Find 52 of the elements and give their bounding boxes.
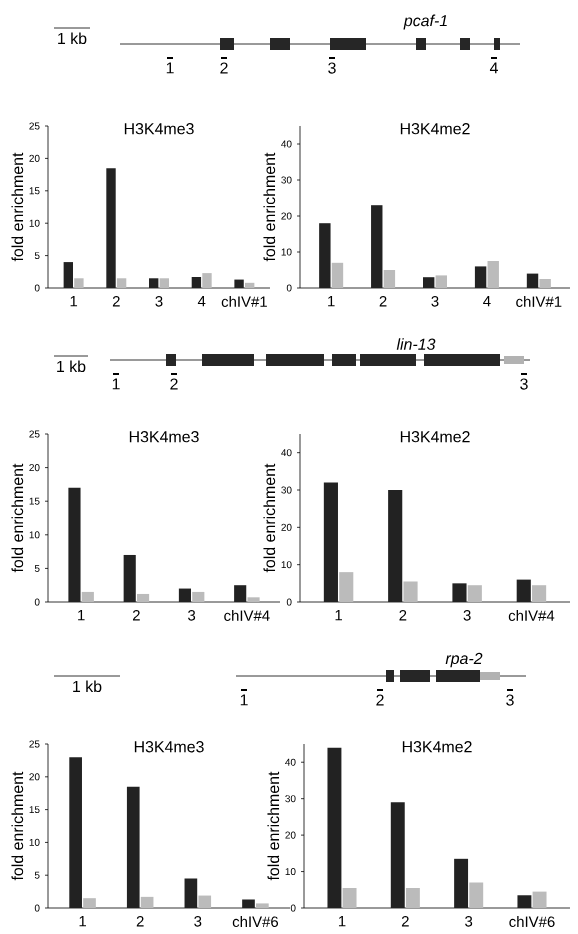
bar xyxy=(192,591,205,603)
bar xyxy=(532,585,547,603)
bar xyxy=(136,593,150,603)
bar xyxy=(63,262,74,288)
bar xyxy=(106,168,116,288)
bar xyxy=(405,887,420,909)
bar xyxy=(140,896,154,909)
bar xyxy=(68,487,81,603)
bar xyxy=(69,757,82,909)
bar xyxy=(526,273,539,288)
bar xyxy=(319,223,331,288)
bar xyxy=(244,282,255,288)
bar xyxy=(198,895,212,909)
bar xyxy=(342,887,357,909)
bar xyxy=(469,882,484,909)
bar xyxy=(247,597,260,603)
bar xyxy=(81,591,94,603)
bar xyxy=(234,279,244,288)
bar xyxy=(435,275,448,288)
bar xyxy=(126,786,140,909)
bar xyxy=(83,898,96,909)
bar xyxy=(202,273,212,288)
bar xyxy=(371,205,383,288)
bar xyxy=(388,490,403,603)
bar xyxy=(517,895,532,909)
bar xyxy=(256,903,269,909)
bar xyxy=(339,572,354,603)
bar xyxy=(327,747,342,909)
bar xyxy=(452,583,467,603)
bar xyxy=(178,588,192,603)
bar xyxy=(184,878,198,909)
bar xyxy=(149,278,159,288)
bar xyxy=(123,554,136,603)
bar xyxy=(116,278,127,288)
bar xyxy=(390,802,405,909)
bar xyxy=(234,585,247,603)
bar xyxy=(487,261,499,288)
bar xyxy=(422,277,435,288)
bar xyxy=(331,262,344,288)
bar xyxy=(454,858,469,909)
bar xyxy=(74,278,84,288)
bar xyxy=(191,276,202,288)
bar xyxy=(539,279,551,288)
bar xyxy=(474,266,487,288)
bar xyxy=(532,891,547,909)
bar xyxy=(403,581,418,603)
bar xyxy=(242,899,255,909)
bar xyxy=(323,482,338,603)
bar xyxy=(383,270,396,288)
bar xyxy=(159,278,169,288)
bar xyxy=(467,585,482,603)
bar xyxy=(516,579,531,603)
